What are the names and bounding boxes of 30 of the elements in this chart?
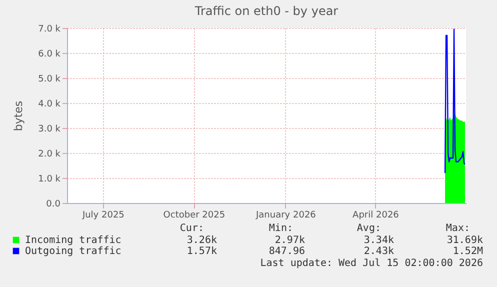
x-tick-label: October 2025 xyxy=(163,210,226,220)
chart-title: Traffic on eth0 - by year xyxy=(194,4,338,18)
y-tick-label: 6.0 k xyxy=(38,50,62,60)
x-tick-label: July 2025 xyxy=(81,210,124,220)
text: Avg: xyxy=(356,223,381,234)
legend-label: Outgoing traffic xyxy=(25,246,122,257)
y-tick-label: 5.0 k xyxy=(38,74,62,84)
y-tick-label: 3.0 k xyxy=(38,124,62,134)
y-tick-label: 2.0 k xyxy=(38,150,62,160)
y-tick-label: 7.0 k xyxy=(38,24,62,34)
text: 3.34k xyxy=(364,235,394,246)
y-tick-label: 1.0 k xyxy=(38,174,62,184)
line-series xyxy=(444,28,466,174)
text: 847.96 xyxy=(268,246,305,257)
text: Cur: xyxy=(180,223,204,234)
text: 1.57k xyxy=(186,246,217,257)
legend-label: Incoming traffic xyxy=(25,235,122,246)
x-tick-label: April 2026 xyxy=(352,210,400,220)
text: Last update: Wed Jul 15 02:00:00 2026 xyxy=(260,258,483,269)
y-tick-label: 0.0 xyxy=(46,200,61,210)
text: 1.52M xyxy=(452,246,483,257)
text: Min: xyxy=(268,223,293,234)
y-axis-title: bytes xyxy=(12,100,26,132)
text: 2.43k xyxy=(364,246,394,257)
text: Max: xyxy=(446,223,470,234)
text: 2.97k xyxy=(274,235,305,246)
text: 31.69k xyxy=(446,235,483,246)
text: 3.26k xyxy=(186,235,217,246)
x-tick-label: January 2026 xyxy=(255,210,316,220)
y-tick-label: 4.0 k xyxy=(38,100,62,110)
